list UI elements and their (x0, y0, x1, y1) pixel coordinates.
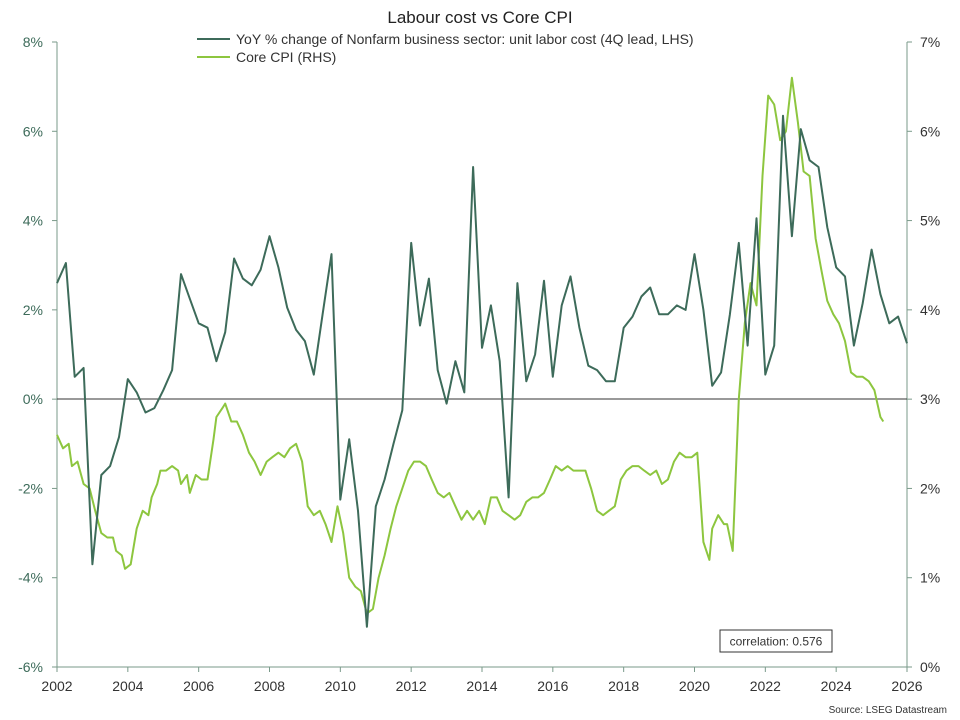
x-tick-label: 2024 (821, 678, 852, 694)
x-tick-label: 2004 (112, 678, 143, 694)
x-tick-label: 2006 (183, 678, 214, 694)
right-tick-label: 6% (920, 123, 940, 139)
x-tick-label: 2010 (325, 678, 356, 694)
right-axis-ticks: 0% 1% 2% 3% 4% 5% 6% 7% (907, 34, 940, 675)
x-tick-label: 2022 (750, 678, 781, 694)
left-tick-label: -4% (18, 570, 43, 586)
x-tick-label: 2012 (396, 678, 427, 694)
x-tick-label: 2018 (608, 678, 639, 694)
left-tick-label: 0% (23, 391, 43, 407)
left-tick-label: 2% (23, 302, 43, 318)
x-tick-label: 2026 (891, 678, 922, 694)
correlation-box: correlation: 0.576 (719, 629, 833, 653)
right-tick-label: 3% (920, 391, 940, 407)
chart-title: Labour cost vs Core CPI (387, 8, 572, 27)
left-tick-label: 8% (23, 34, 43, 50)
right-tick-label: 7% (920, 34, 940, 50)
legend-label-labor: YoY % change of Nonfarm business sector:… (236, 31, 694, 47)
x-tick-label: 2016 (537, 678, 568, 694)
legend: YoY % change of Nonfarm business sector:… (197, 31, 694, 65)
x-tick-label: 2002 (41, 678, 72, 694)
series-line-core-cpi (56, 76, 885, 615)
right-tick-label: 5% (920, 213, 940, 229)
x-tick-label: 2014 (466, 678, 497, 694)
right-tick-label: 4% (920, 302, 940, 318)
right-tick-label: 1% (920, 570, 940, 586)
right-tick-label: 2% (920, 480, 940, 496)
left-tick-label: -2% (18, 480, 43, 496)
left-tick-label: -6% (18, 659, 43, 675)
correlation-label: correlation: 0.576 (730, 635, 823, 649)
left-axis-ticks: -6% -4% -2% 0% 2% 4% 6% 8% (18, 34, 57, 675)
legend-label-cpi: Core CPI (RHS) (236, 49, 336, 65)
series-line-unit-labor-cost (56, 114, 908, 628)
left-tick-label: 6% (23, 123, 43, 139)
x-tick-label: 2020 (679, 678, 710, 694)
x-axis-ticks: 2002 2004 2006 2008 2010 2012 2014 2016 2018 2020… (41, 667, 923, 694)
source-note: Source: LSEG Datastream (829, 705, 947, 716)
right-tick-label: 0% (920, 659, 940, 675)
left-tick-label: 4% (23, 213, 43, 229)
x-tick-label: 2008 (254, 678, 285, 694)
